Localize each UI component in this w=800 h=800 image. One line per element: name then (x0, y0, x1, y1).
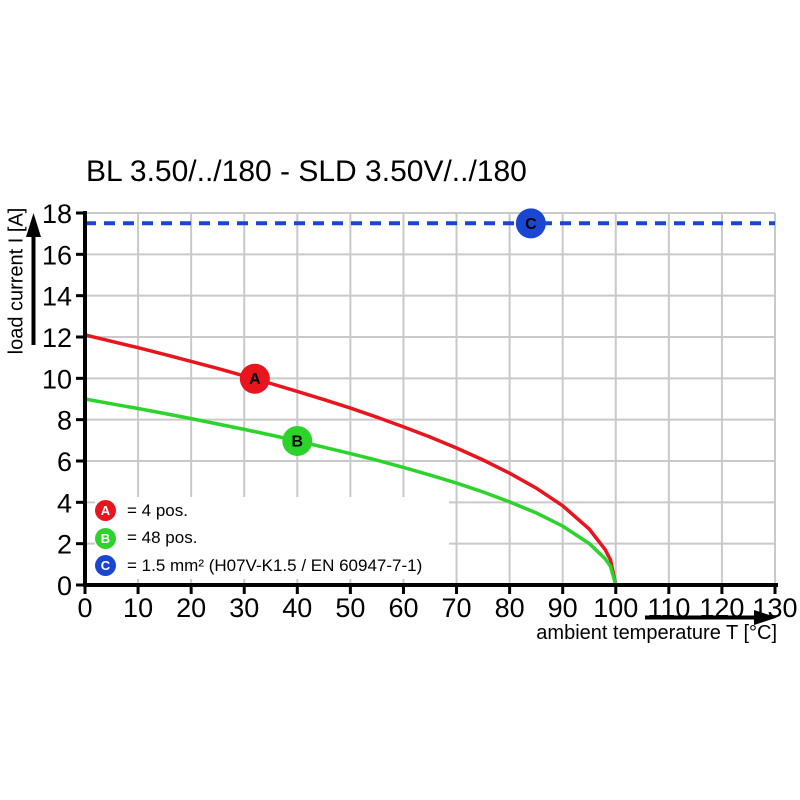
y-tick-label: 4 (57, 488, 72, 518)
chart-title: BL 3.50/../180 - SLD 3.50V/../180 (86, 155, 527, 188)
y-tick-label: 18 (42, 199, 72, 229)
x-axis-arrow (645, 610, 777, 625)
y-tick-label: 10 (42, 364, 72, 394)
legend-row-C: C = 1.5 mm² (H07V-K1.5 / EN 60947-7-1) (95, 553, 449, 578)
x-tick-label: 100 (593, 593, 638, 623)
x-tick-label: 20 (176, 593, 206, 623)
marker-letter-A: A (249, 371, 261, 388)
y-tick-label: 12 (42, 323, 72, 353)
marker-letter-C: C (525, 216, 537, 233)
legend-text-A: = 4 pos. (127, 500, 188, 520)
x-axis-title: ambient temperature T [°C] (536, 622, 777, 644)
y-tick-label: 0 (57, 571, 72, 601)
y-tick-label: 8 (57, 406, 72, 436)
x-tick-label: 80 (495, 593, 525, 623)
marker-layer: A B C (239, 208, 546, 456)
y-axis-title: load current I [A] (5, 207, 28, 355)
y-tick-label: 16 (42, 240, 72, 270)
x-tick-label: 60 (388, 593, 418, 623)
marker-circle-B (282, 425, 313, 456)
x-tick-label: 30 (229, 593, 259, 623)
x-tick-label: 10 (123, 593, 153, 623)
legend-row-B: B = 48 pos. (95, 526, 449, 551)
legend-badge-A: A (95, 500, 116, 521)
curve-layer (84, 221, 775, 586)
x-tick-label: 40 (282, 593, 312, 623)
x-tick-label: 50 (335, 593, 365, 623)
y-axis-arrow (26, 213, 41, 345)
legend: A = 4 pos. B = 48 pos. C = 1.5 mm² (H07V-K1.5… (95, 497, 449, 579)
curve-A (84, 333, 618, 586)
curve-B (84, 397, 618, 586)
legend-row-A: A = 4 pos. (95, 498, 449, 523)
legend-text-B: = 48 pos. (127, 528, 198, 547)
x-tick-label: 70 (442, 593, 472, 623)
axis-layer (76, 211, 778, 594)
y-tick-label: 14 (42, 282, 72, 312)
x-tick-label: 0 (77, 593, 92, 623)
legend-badge-C: C (95, 555, 116, 576)
y-tick-label: 6 (57, 447, 72, 477)
x-tick-label: 90 (548, 593, 578, 623)
marker-circle-C (515, 208, 546, 239)
legend-text-C: = 1.5 mm² (H07V-K1.5 / EN 60947-7-1) (127, 555, 423, 575)
marker-letter-B: B (292, 433, 304, 450)
y-tick-label: 2 (57, 530, 72, 560)
marker-circle-A (239, 363, 270, 394)
legend-badge-B: B (95, 527, 116, 549)
